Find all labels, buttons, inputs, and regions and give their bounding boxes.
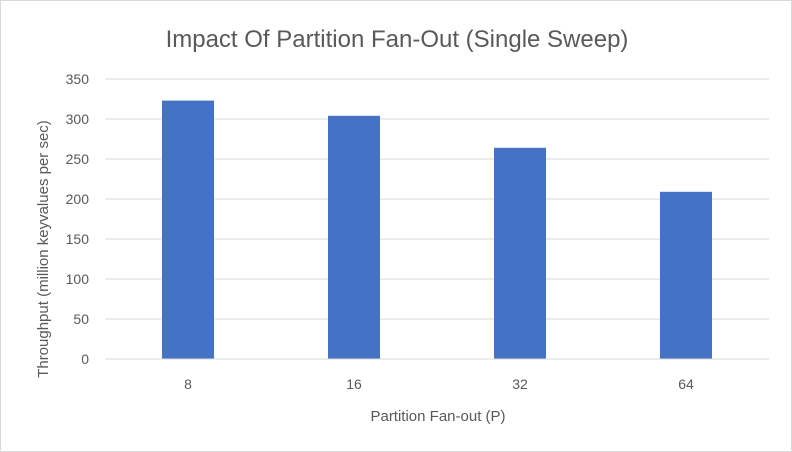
gridlines	[105, 78, 769, 320]
y-tick-label: 50	[73, 311, 89, 327]
bar-8	[162, 100, 214, 359]
bars	[162, 100, 712, 359]
x-tick-label: 16	[346, 376, 362, 392]
chart-title: Impact Of Partition Fan-Out (Single Swee…	[166, 26, 629, 53]
bar-16	[328, 115, 380, 359]
y-axis-ticks: 0 50 100 150 200 250 300 350	[66, 71, 90, 367]
y-tick-label: 300	[66, 111, 90, 127]
x-tick-label: 32	[512, 376, 528, 392]
y-tick-label: 100	[66, 271, 90, 287]
x-axis-title: Partition Fan-out (P)	[370, 408, 505, 425]
y-tick-label: 250	[66, 151, 90, 167]
y-tick-label: 350	[66, 71, 90, 87]
bar-32	[494, 147, 546, 359]
y-tick-label: 200	[66, 191, 90, 207]
x-tick-label: 8	[184, 376, 192, 392]
bar-64	[660, 191, 712, 359]
y-axis-title: Throughput (million keyvalues per sec)	[35, 120, 52, 378]
y-tick-label: 0	[81, 351, 89, 367]
y-tick-label: 150	[66, 231, 90, 247]
x-tick-label: 64	[678, 376, 694, 392]
x-axis-ticks: 8 16 32 64	[184, 376, 694, 392]
